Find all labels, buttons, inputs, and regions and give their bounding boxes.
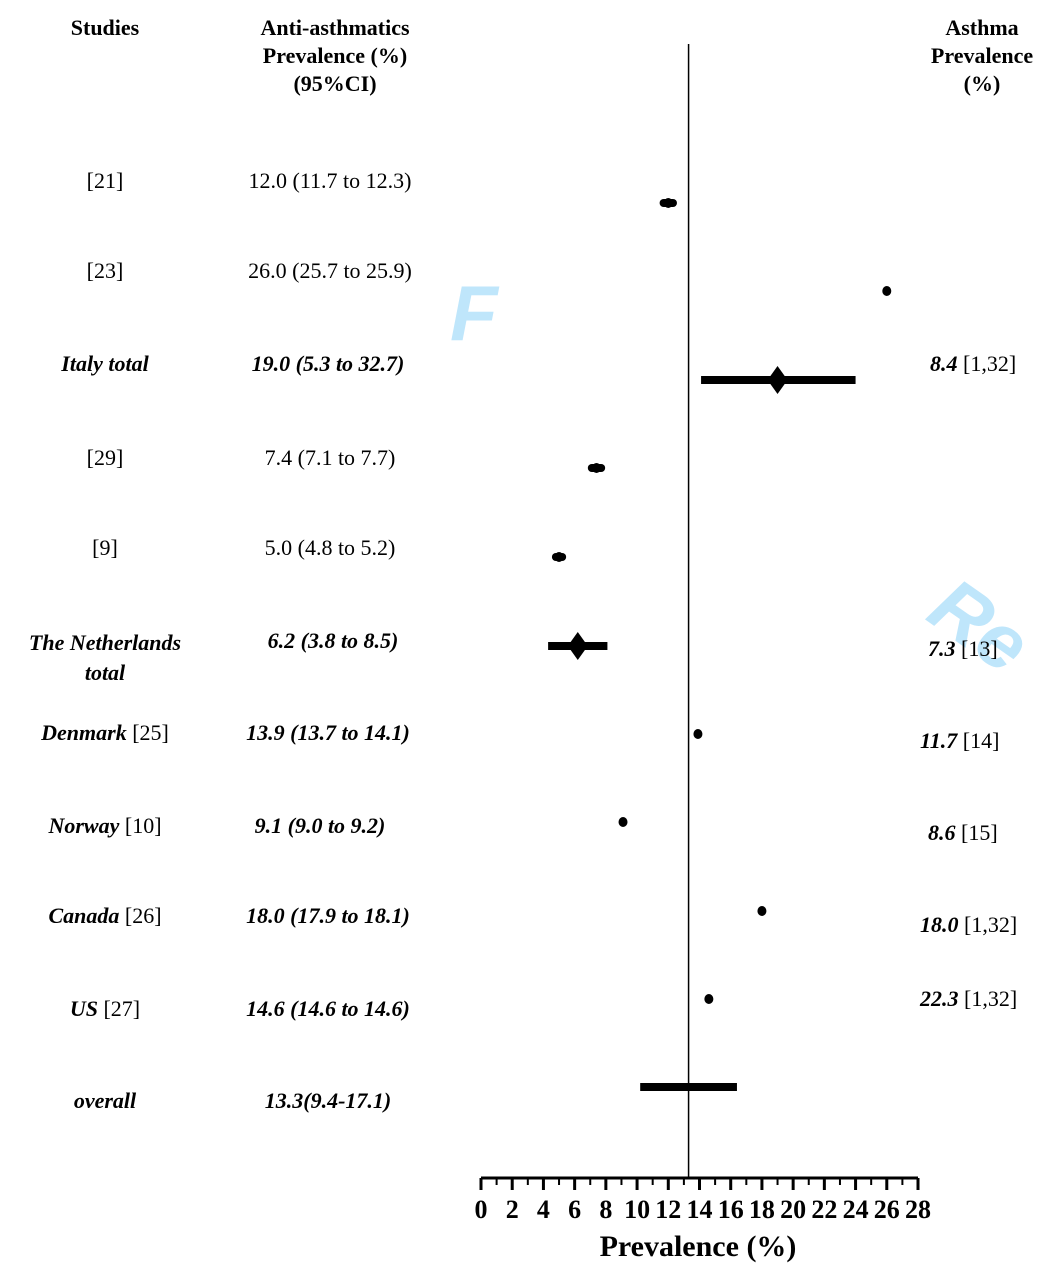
study-label: Italy total xyxy=(61,351,149,376)
study-label-line2: total xyxy=(84,660,126,685)
study-label: overall xyxy=(73,1088,137,1113)
header-anti-asthmatics: Anti-asthmatics Prevalence (%) (95%CI) xyxy=(260,14,409,98)
asthma-value: 11.7 xyxy=(920,728,958,753)
estimate-text: 5.0 (4.8 to 5.2) xyxy=(264,535,396,560)
study-label: [9] xyxy=(92,535,118,561)
point-estimate xyxy=(618,817,628,827)
point-estimate xyxy=(704,994,714,1004)
study-label: Norway [10] xyxy=(48,813,161,839)
estimate-text: 13.3(9.4-17.1) xyxy=(264,1088,392,1113)
study-ref: [26] xyxy=(124,903,162,928)
pooled-diamond xyxy=(567,632,588,660)
study-label: [21] xyxy=(87,168,124,194)
header-asthma-line1: Asthma xyxy=(945,15,1019,40)
point-estimate xyxy=(757,906,767,916)
x-tick-label: 20 xyxy=(780,1195,806,1224)
x-tick-label: 26 xyxy=(874,1195,900,1224)
point-estimate xyxy=(663,198,673,208)
study-name: Denmark xyxy=(41,720,127,745)
study-label: [23] xyxy=(87,258,124,284)
header-asthma-prevalence: Asthma Prevalence (%) xyxy=(931,14,1033,98)
study-label: The Netherlands total xyxy=(29,628,181,688)
header-asthma-line3: (%) xyxy=(963,71,1001,96)
asthma-ref: [1,32] xyxy=(964,912,1018,937)
asthma-value: 7.3 xyxy=(928,636,956,661)
study-ref: [25] xyxy=(132,720,169,745)
watermark-left: F xyxy=(450,269,498,357)
study-ref: [21] xyxy=(86,168,124,193)
asthma-ref: [15] xyxy=(961,820,998,845)
estimate-text: 7.4 (7.1 to 7.7) xyxy=(264,445,396,470)
point-estimate xyxy=(591,463,601,473)
estimate-text: 9.1 (9.0 to 9.2) xyxy=(254,813,386,838)
header-anti-line2: Prevalence (%) xyxy=(262,43,408,68)
study-ref: [29] xyxy=(86,445,124,470)
study-ref: [9] xyxy=(92,535,118,560)
x-tick-label: 24 xyxy=(843,1195,869,1224)
asthma-ref: [1,32] xyxy=(963,351,1017,376)
asthma-ref: [14] xyxy=(962,728,1000,753)
asthma-prevalence: 22.3 [1,32] xyxy=(920,986,1017,1012)
asthma-ref: [1,32] xyxy=(964,986,1018,1011)
x-tick-label: 28 xyxy=(905,1195,931,1224)
study-label: US [27] xyxy=(70,996,140,1022)
header-asthma-line2: Prevalence xyxy=(930,43,1034,68)
point-estimate xyxy=(693,729,703,739)
study-label: [29] xyxy=(87,445,124,471)
point-estimate xyxy=(882,286,892,296)
x-tick-label: 8 xyxy=(599,1195,612,1224)
study-ref: [23] xyxy=(86,258,124,283)
asthma-ref: [13] xyxy=(961,636,998,661)
x-tick-label: 2 xyxy=(506,1195,519,1224)
estimate-text: 13.9 (13.7 to 14.1) xyxy=(246,720,410,745)
study-label: Canada [26] xyxy=(48,903,161,929)
header-anti-line1: Anti-asthmatics xyxy=(260,15,410,40)
asthma-value: 18.0 xyxy=(920,912,959,937)
asthma-prevalence: 18.0 [1,32] xyxy=(920,912,1017,938)
estimate-text: 26.0 (25.7 to 25.9) xyxy=(248,258,412,283)
asthma-value: 8.4 xyxy=(930,351,958,376)
point-estimate xyxy=(554,552,564,562)
estimate-text: 6.2 (3.8 to 8.5) xyxy=(267,628,399,653)
asthma-prevalence: 8.6 [15] xyxy=(928,820,998,846)
asthma-prevalence: 7.3 [13] xyxy=(928,636,998,662)
x-tick-label: 18 xyxy=(749,1195,775,1224)
estimate-text: 12.0 (11.7 to 12.3) xyxy=(248,168,412,193)
study-label: Denmark [25] xyxy=(41,720,169,746)
header-anti-line3: (95%CI) xyxy=(293,71,377,96)
estimate-text: 14.6 (14.6 to 14.6) xyxy=(246,996,410,1021)
x-tick-label: 22 xyxy=(811,1195,837,1224)
x-tick-label: 16 xyxy=(718,1195,744,1224)
x-tick-label: 4 xyxy=(537,1195,550,1224)
x-tick-label: 14 xyxy=(687,1195,713,1224)
pooled-diamond xyxy=(767,366,788,394)
estimate-text: 19.0 (5.3 to 32.7) xyxy=(251,351,405,376)
estimate-text: 18.0 (17.9 to 18.1) xyxy=(246,903,410,928)
x-tick-label: 6 xyxy=(568,1195,581,1224)
study-ref: [27] xyxy=(103,996,141,1021)
asthma-prevalence: 8.4 [1,32] xyxy=(930,351,1016,377)
study-name: Norway xyxy=(48,813,120,838)
asthma-value: 8.6 xyxy=(928,820,956,845)
study-name: Canada xyxy=(48,903,120,928)
x-tick-label: 12 xyxy=(655,1195,681,1224)
study-name: US xyxy=(69,996,98,1021)
x-tick-label: 10 xyxy=(624,1195,650,1224)
study-ref: [10] xyxy=(124,813,162,838)
asthma-prevalence: 11.7 [14] xyxy=(920,728,999,754)
asthma-value: 22.3 xyxy=(920,986,959,1011)
x-tick-label: 0 xyxy=(475,1195,488,1224)
x-axis-label: Prevalence (%) xyxy=(599,1230,797,1263)
header-studies: Studies xyxy=(70,15,140,40)
study-label-line1: The Netherlands xyxy=(28,630,182,655)
